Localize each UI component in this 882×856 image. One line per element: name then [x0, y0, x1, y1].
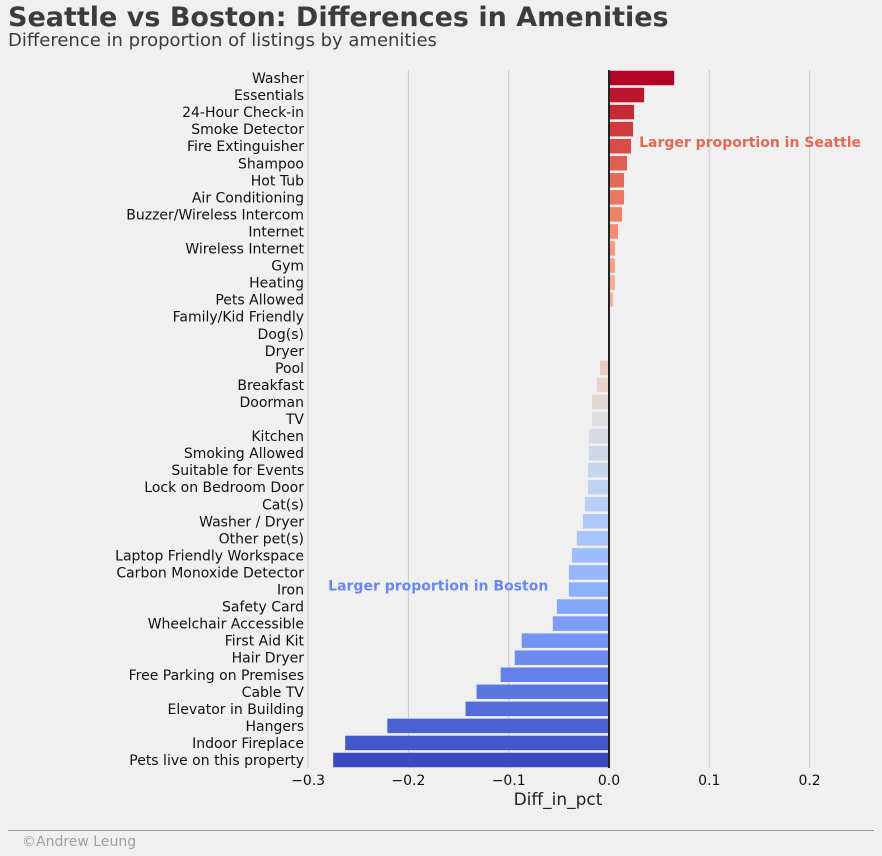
x-tick-label: 0.1: [698, 773, 720, 789]
bar-suitable-for-events: [587, 462, 609, 478]
bar-fire-extinguisher: [609, 138, 632, 154]
bar-wheelchair-accessible: [552, 616, 609, 631]
annotations: Larger proportion in Seattle Larger propo…: [328, 135, 861, 594]
category-label: Gym: [271, 259, 304, 275]
x-tick-label: 0.0: [598, 773, 620, 789]
bar-essentials: [609, 87, 645, 103]
chart-title: Seattle vs Boston: Differences in Amenit…: [8, 2, 669, 33]
footer-credit: ©Andrew Leung: [22, 834, 137, 850]
category-label: Family/Kid Friendly: [173, 310, 304, 326]
category-label: Buzzer/Wireless Intercom: [126, 207, 304, 223]
category-label: 24-Hour Check-in: [182, 105, 304, 121]
category-label: TV: [285, 412, 305, 428]
category-label: Cable TV: [242, 685, 305, 701]
category-label: Washer / Dryer: [199, 514, 304, 530]
category-label: Breakfast: [237, 378, 304, 394]
bar-safety-card: [556, 599, 609, 614]
category-label: Cat(s): [262, 497, 304, 513]
bar-pets-live-on-this-property: [333, 752, 609, 768]
bar-indoor-fireplace: [345, 735, 609, 751]
x-tick-label: −0.3: [291, 773, 325, 789]
category-label: Pool: [275, 361, 304, 377]
category-label: Wheelchair Accessible: [148, 617, 304, 633]
bar-wireless-internet: [609, 241, 616, 256]
bar-pool: [599, 360, 609, 376]
bar-hot-tub: [609, 173, 625, 188]
category-label: Suitable for Events: [171, 463, 304, 479]
category-label: Other pet(s): [219, 531, 304, 547]
category-label: Indoor Fireplace: [192, 736, 304, 752]
bar-hair-dryer: [514, 650, 609, 665]
category-label: Smoking Allowed: [184, 446, 304, 462]
bar-smoking-allowed: [588, 445, 609, 461]
category-label: Fire Extinguisher: [187, 139, 304, 155]
bar-laptop-friendly-workspace: [571, 548, 609, 563]
category-label: Washer: [252, 71, 304, 87]
x-tick-label: 0.2: [798, 773, 820, 789]
bar-iron: [568, 582, 609, 597]
category-label: Elevator in Building: [168, 702, 304, 718]
chart-subtitle: Difference in proportion of listings by …: [8, 30, 437, 51]
category-label: Laptop Friendly Workspace: [115, 548, 304, 564]
category-label: Lock on Bedroom Door: [144, 480, 304, 496]
bar-air-conditioning: [609, 190, 625, 205]
bar-shampoo: [609, 156, 628, 171]
bar-first-aid-kit: [521, 633, 609, 648]
category-label: Wireless Internet: [185, 242, 304, 258]
bars: [333, 70, 675, 768]
bar-lock-on-bedroom-door: [587, 479, 609, 495]
bar-carbon-monoxide-detector: [568, 565, 609, 580]
bar-breakfast: [596, 377, 609, 393]
category-label: Doorman: [239, 395, 304, 411]
bar-hangers: [387, 718, 609, 734]
bar-heating: [609, 275, 616, 290]
x-tick-labels: −0.3 −0.2 −0.1 0.0 0.1 0.2: [291, 773, 821, 789]
footer-rule: [8, 830, 874, 831]
category-label: Hair Dryer: [232, 651, 305, 667]
bar-cat-s: [584, 497, 609, 512]
bar-other-pet-s: [576, 531, 609, 546]
category-label: Kitchen: [251, 429, 304, 445]
bar-tv: [591, 411, 609, 427]
bar-doorman: [591, 394, 609, 410]
x-axis-label: Diff_in_pct: [514, 790, 603, 810]
category-label: Shampoo: [238, 156, 304, 172]
bar-washer-dryer: [582, 514, 609, 529]
bar-free-parking-on-premises: [500, 667, 609, 682]
x-tick-label: −0.2: [391, 773, 425, 789]
annotation-seattle: Larger proportion in Seattle: [639, 135, 861, 151]
category-label: Free Parking on Premises: [129, 668, 304, 684]
category-label: Dryer: [265, 344, 304, 360]
category-label: Air Conditioning: [192, 190, 304, 206]
x-tick-label: −0.1: [492, 773, 526, 789]
category-label: Carbon Monoxide Detector: [116, 565, 304, 581]
gridlines: [307, 70, 811, 768]
category-label: Essentials: [234, 88, 304, 104]
category-label: Pets live on this property: [129, 753, 304, 769]
category-label: Heating: [249, 276, 304, 292]
bar-pets-allowed: [609, 292, 614, 307]
bar-kitchen: [588, 428, 609, 444]
annotation-boston: Larger proportion in Boston: [328, 579, 548, 595]
category-label: Dog(s): [258, 327, 304, 343]
category-label: Iron: [277, 583, 304, 599]
category-label: Smoke Detector: [191, 122, 304, 138]
category-label: Safety Card: [222, 600, 304, 616]
bar-elevator-in-building: [465, 701, 609, 717]
category-label: First Aid Kit: [225, 634, 305, 650]
category-label: Hot Tub: [251, 173, 304, 189]
category-label: Internet: [248, 224, 304, 240]
bar-cable-tv: [476, 684, 609, 700]
category-label: Hangers: [245, 719, 304, 735]
bar-smoke-detector: [609, 121, 634, 137]
bar-gym: [609, 258, 616, 273]
bar-buzzer-wireless-intercom: [609, 207, 623, 222]
bar-washer: [609, 70, 675, 86]
bar-24-hour-check-in: [609, 104, 635, 120]
bar-internet: [609, 224, 619, 239]
category-label: Pets Allowed: [215, 293, 304, 309]
